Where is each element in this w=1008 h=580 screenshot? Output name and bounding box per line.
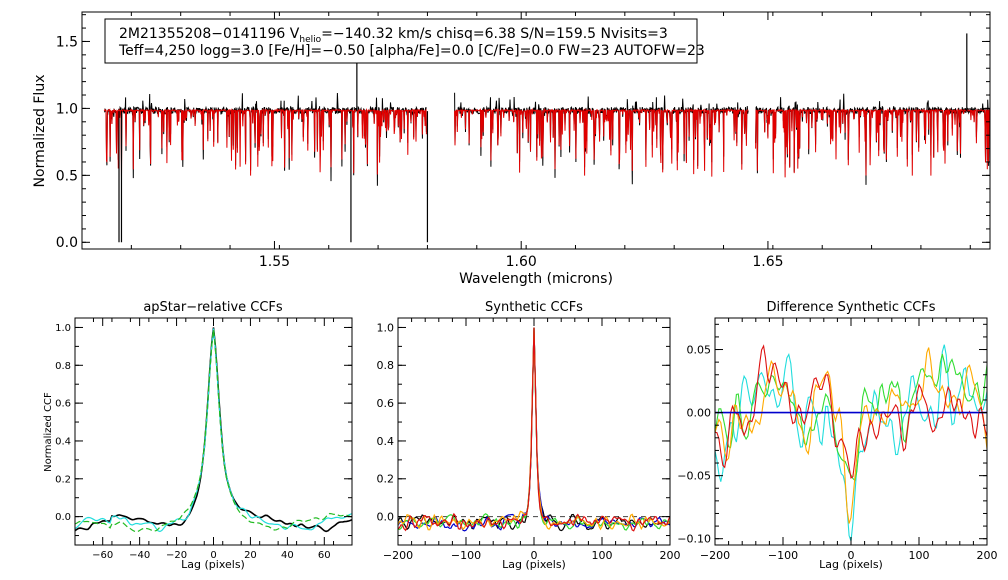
annotation-line-1: 2M21355208−0141196 Vhelio=−140.32 km/s c…: [119, 26, 668, 45]
spectrum-lines: [103, 33, 991, 243]
synthetic-ccf-xtick-label: −200: [383, 549, 413, 562]
apstar-ccf-xtick-label: −40: [129, 550, 150, 561]
apstar-ccf-cyan-line: [74, 328, 353, 533]
difference-ccf-ticks: −200 −100 0 100 200 −0.10 −0.05 0.00 0.05: [677, 318, 998, 562]
spectrum-ytick-label: 0.0: [56, 235, 78, 251]
synthetic-ccf-xlabel: Lag (pixels): [502, 558, 566, 571]
difference-ccf-ytick-label: −0.10: [677, 533, 711, 546]
difference-ccf-ytick-label: 0.05: [687, 343, 712, 356]
synthetic-ccf-xtick-label: 0: [531, 549, 538, 562]
synthetic-ccf-ytick-label: 0.6: [377, 397, 395, 410]
apstar-ccf-black-line: [74, 327, 353, 533]
difference-ccf-xtick-label: 100: [909, 549, 930, 562]
synthetic-ccf-ytick-label: 0.4: [377, 435, 395, 448]
model-spectrum-segment: [454, 107, 749, 177]
synthetic-ccf-blue-line: [397, 327, 671, 532]
synthetic-ccf-ytick-label: 1.0: [377, 321, 395, 334]
synthetic-ccf-xtick-label: 100: [592, 549, 613, 562]
annotation-line-2: Teff=4,250 logg=3.0 [Fe/H]=−0.50 [alpha/…: [118, 43, 705, 59]
synthetic-ccf-panel: −200 −100 0 100 200 0.0 0.2 0.4 0.6 0.8 1.0 Synthe…: [377, 300, 681, 571]
synthetic-ccf-title: Synthetic CCFs: [485, 300, 583, 315]
observed-spectrum-segment: [755, 93, 991, 185]
spectrum-ticks: 1.55 1.60 1.65 0.0 0.5 1.0 1.5: [56, 12, 990, 270]
difference-ccf-xtick-label: 0: [848, 549, 855, 562]
difference-ccf-cyan-line: [714, 344, 988, 542]
difference-ccf-xtick-label: 200: [977, 549, 998, 562]
synthetic-ccf-xtick-label: −100: [451, 549, 481, 562]
apstar-ccf-panel: −60 −40 −20 0 20 40 60 0.0 0.2 0.4 0.6 0.8 1.0 apSta…: [43, 300, 353, 571]
annotation-frame: [104, 18, 698, 64]
apstar-ccf-xtick-label: 60: [318, 550, 331, 561]
apstar-ccf-xtick-label: −20: [166, 550, 187, 561]
spectrum-xlabel: Wavelength (microns): [459, 271, 613, 287]
synthetic-ccf-xtick-label: 200: [660, 549, 681, 562]
difference-ccf-xtick-label: −200: [700, 549, 730, 562]
synthetic-ccf-ytick-label: 0.8: [377, 359, 395, 372]
apstar-ccf-xlabel: Lag (pixels): [181, 558, 245, 571]
apstar-ccf-xtick-label: 0: [210, 550, 216, 561]
apstar-ccf-xtick-label: 40: [281, 550, 294, 561]
synthetic-ccf-ytick-label: 0.2: [377, 473, 395, 486]
difference-ccf-orange-line: [714, 347, 988, 524]
apstar-ccf-ytick-label: 0.4: [55, 436, 71, 447]
apstar-ccf-ytick-label: 0.2: [55, 474, 71, 485]
apstar-ccf-ytick-label: 0.8: [55, 361, 71, 372]
apstar-ccf-title: apStar−relative CCFs: [143, 300, 283, 315]
synthetic-ccf-green-line: [397, 327, 671, 531]
synthetic-ccf-ytick-label: 0.0: [377, 510, 395, 523]
apstar-ccf-xtick-label: 20: [244, 550, 257, 561]
spectrum-xtick-label: 1.55: [259, 254, 290, 270]
difference-ccf-panel: −200 −100 0 100 200 −0.10 −0.05 0.00 0.05 Differ…: [677, 300, 997, 571]
synthetic-ccf-red-line: [397, 327, 671, 532]
difference-ccf-xlabel: Lag (pixels): [819, 558, 883, 571]
spectrum-ytick-label: 1.5: [56, 34, 78, 50]
model-spectrum-segment: [755, 108, 991, 178]
spectrum-ylabel: Normalized Flux: [32, 75, 48, 188]
apstar-ccf-ytick-label: 0.0: [55, 512, 71, 523]
model-spectrum-segment: [103, 107, 427, 178]
spectrum-xtick-label: 1.65: [752, 254, 783, 270]
annotation-line-1a: 2M21355208−0141196 V: [119, 26, 300, 42]
difference-ccf-ytick-label: 0.00: [687, 406, 712, 419]
synthetic-ccf-orange-line: [397, 327, 671, 531]
annotation-subscript: helio: [299, 35, 321, 45]
apstar-ccf-ticks: −60 −40 −20 0 20 40 60 0.0 0.2 0.4 0.6 0.8 1.0: [55, 318, 353, 561]
apstar-ccf-frame: [74, 317, 353, 546]
spectrum-ytick-label: 1.0: [56, 101, 78, 117]
difference-ccf-green-line: [714, 353, 988, 482]
synthetic-ccf-black-line: [397, 327, 671, 532]
apstar-ccf-xtick-label: −60: [92, 550, 113, 561]
difference-ccf-title: Difference Synthetic CCFs: [766, 300, 935, 315]
annotation-box: 2M21355208−0141196 Vhelio=−140.32 km/s c…: [104, 18, 705, 64]
difference-ccf-xtick-label: −100: [768, 549, 798, 562]
difference-ccf-red-line: [714, 344, 988, 479]
difference-ccf-lines: [714, 344, 988, 542]
apstar-ccf-ylabel: Normalized CCF: [43, 392, 54, 472]
synthetic-ccf-ticks: −200 −100 0 100 200 0.0 0.2 0.4 0.6 0.8 1.0: [377, 318, 681, 562]
spectrum-xtick-label: 1.60: [506, 254, 537, 270]
apstar-ccf-lines: [74, 327, 353, 533]
spectrum-frame: [81, 11, 991, 250]
synthetic-ccf-lines: [397, 327, 671, 532]
spectrum-panel: 1.55 1.60 1.65 0.0 0.5 1.0 1.5 2M21355208−0141…: [32, 11, 991, 287]
apstar-ccf-green-line: [74, 329, 353, 533]
annotation-line-1b: =−140.32 km/s chisq=6.38 S/N=159.5 Nvisi…: [321, 26, 668, 42]
apstar-ccf-ytick-label: 0.6: [55, 399, 71, 410]
apstar-ccf-ytick-label: 1.0: [55, 323, 71, 334]
spectrum-ytick-label: 0.5: [56, 168, 78, 184]
difference-ccf-ytick-label: −0.05: [677, 469, 711, 482]
